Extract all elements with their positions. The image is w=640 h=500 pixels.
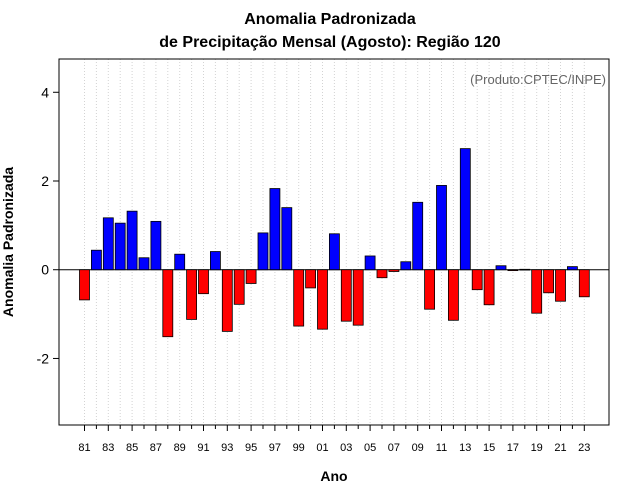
- bar-20: [543, 269, 554, 294]
- x-tick-label: 19: [531, 442, 543, 454]
- x-tick-label: 91: [197, 442, 209, 454]
- bar-22: [567, 266, 578, 271]
- x-tick-label: 07: [388, 442, 400, 454]
- bar-13: [459, 148, 471, 271]
- y-tick-label: 4: [41, 84, 49, 100]
- x-tick-label: 21: [554, 442, 566, 454]
- x-tick-label: 17: [507, 442, 519, 454]
- bar-92: [209, 251, 221, 271]
- bar-96: [257, 232, 269, 271]
- x-tick-label: 01: [316, 442, 328, 454]
- bar-91: [198, 269, 209, 295]
- x-tick-label: 81: [78, 442, 90, 454]
- x-tick-label: 13: [459, 442, 471, 454]
- credit-annotation: (Produto:CPTEC/INPE): [470, 72, 606, 87]
- bar-02: [328, 233, 340, 271]
- bar-07: [388, 269, 400, 272]
- y-tick-label: 2: [41, 173, 49, 189]
- bar-87: [150, 220, 162, 271]
- x-tick-label: 93: [221, 442, 233, 454]
- bar-12: [447, 269, 459, 321]
- bar-93: [221, 269, 233, 332]
- bar-00: [305, 269, 317, 289]
- bar-15: [483, 269, 495, 306]
- bar-81: [79, 269, 90, 301]
- x-tick-label: 95: [245, 442, 257, 454]
- y-axis: -2 0 2 4: [37, 84, 59, 366]
- bar-11: [436, 185, 447, 271]
- y-axis-label: Anomalia Padronizada: [0, 167, 16, 317]
- bar-97: [269, 188, 281, 271]
- bar-05: [364, 255, 376, 271]
- bar-21: [555, 269, 566, 302]
- x-tick-label: 87: [150, 442, 162, 454]
- bars: [79, 148, 590, 338]
- bar-06: [376, 269, 388, 279]
- bar-89: [174, 253, 186, 271]
- bar-09: [412, 201, 424, 271]
- chart-subtitle: de Precipitação Mensal (Agosto): Região …: [159, 34, 501, 51]
- bar-82: [91, 249, 102, 271]
- bar-08: [400, 261, 412, 271]
- x-tick-label: 85: [126, 442, 138, 454]
- bar-10: [424, 269, 436, 310]
- x-tick-label: 97: [269, 442, 281, 454]
- bar-85: [126, 210, 138, 271]
- bar-95: [245, 269, 257, 284]
- bar-17: [507, 269, 519, 272]
- bar-16: [495, 265, 507, 271]
- bar-23: [578, 269, 590, 298]
- x-tick-label: 05: [364, 442, 376, 454]
- bar-90: [186, 269, 198, 320]
- x-tick-label: 11: [436, 442, 447, 454]
- chart-title: Anomalia Padronizada: [244, 11, 416, 28]
- x-tick-label: 15: [483, 442, 495, 454]
- x-tick-label: 03: [340, 442, 352, 454]
- x-tick-label: 09: [412, 442, 424, 454]
- bar-83: [102, 217, 114, 271]
- x-tick-label: 99: [293, 442, 305, 454]
- x-tick-label: 23: [578, 442, 590, 454]
- x-axis: 81 83 85 87 89 91 93 95 97 99 01 03 05 07 09 11 13 15 17 19…: [78, 425, 590, 454]
- bar-98: [281, 207, 293, 271]
- x-axis-label: Ano: [320, 468, 347, 484]
- y-tick-label: -2: [37, 350, 50, 366]
- bar-01: [317, 269, 328, 330]
- bar-94: [233, 269, 245, 305]
- bar-84: [114, 222, 126, 271]
- bar-99: [293, 269, 305, 327]
- bar-86: [138, 257, 150, 271]
- x-tick-label: 89: [174, 442, 186, 454]
- bar-19: [531, 269, 543, 314]
- bar-18: [519, 268, 531, 271]
- bar-03: [340, 269, 352, 322]
- bar-88: [162, 269, 174, 338]
- y-tick-label: 0: [41, 262, 49, 278]
- bar-04: [352, 269, 364, 326]
- bar-14: [471, 269, 483, 291]
- x-tick-label: 83: [102, 442, 114, 454]
